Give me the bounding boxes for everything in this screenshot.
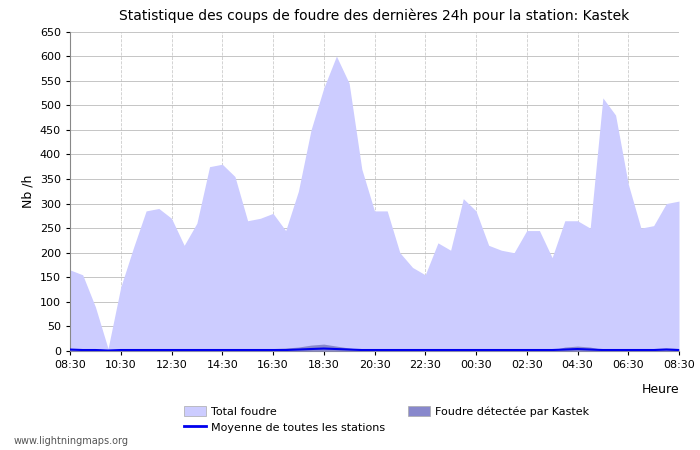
Text: www.lightningmaps.org: www.lightningmaps.org [14, 436, 129, 446]
Text: Heure: Heure [641, 383, 679, 396]
Y-axis label: Nb /h: Nb /h [21, 175, 34, 208]
Title: Statistique des coups de foudre des dernières 24h pour la station: Kastek: Statistique des coups de foudre des dern… [120, 9, 629, 23]
Legend: Total foudre, Moyenne de toutes les stations, Foudre détectée par Kastek: Total foudre, Moyenne de toutes les stat… [179, 401, 594, 437]
